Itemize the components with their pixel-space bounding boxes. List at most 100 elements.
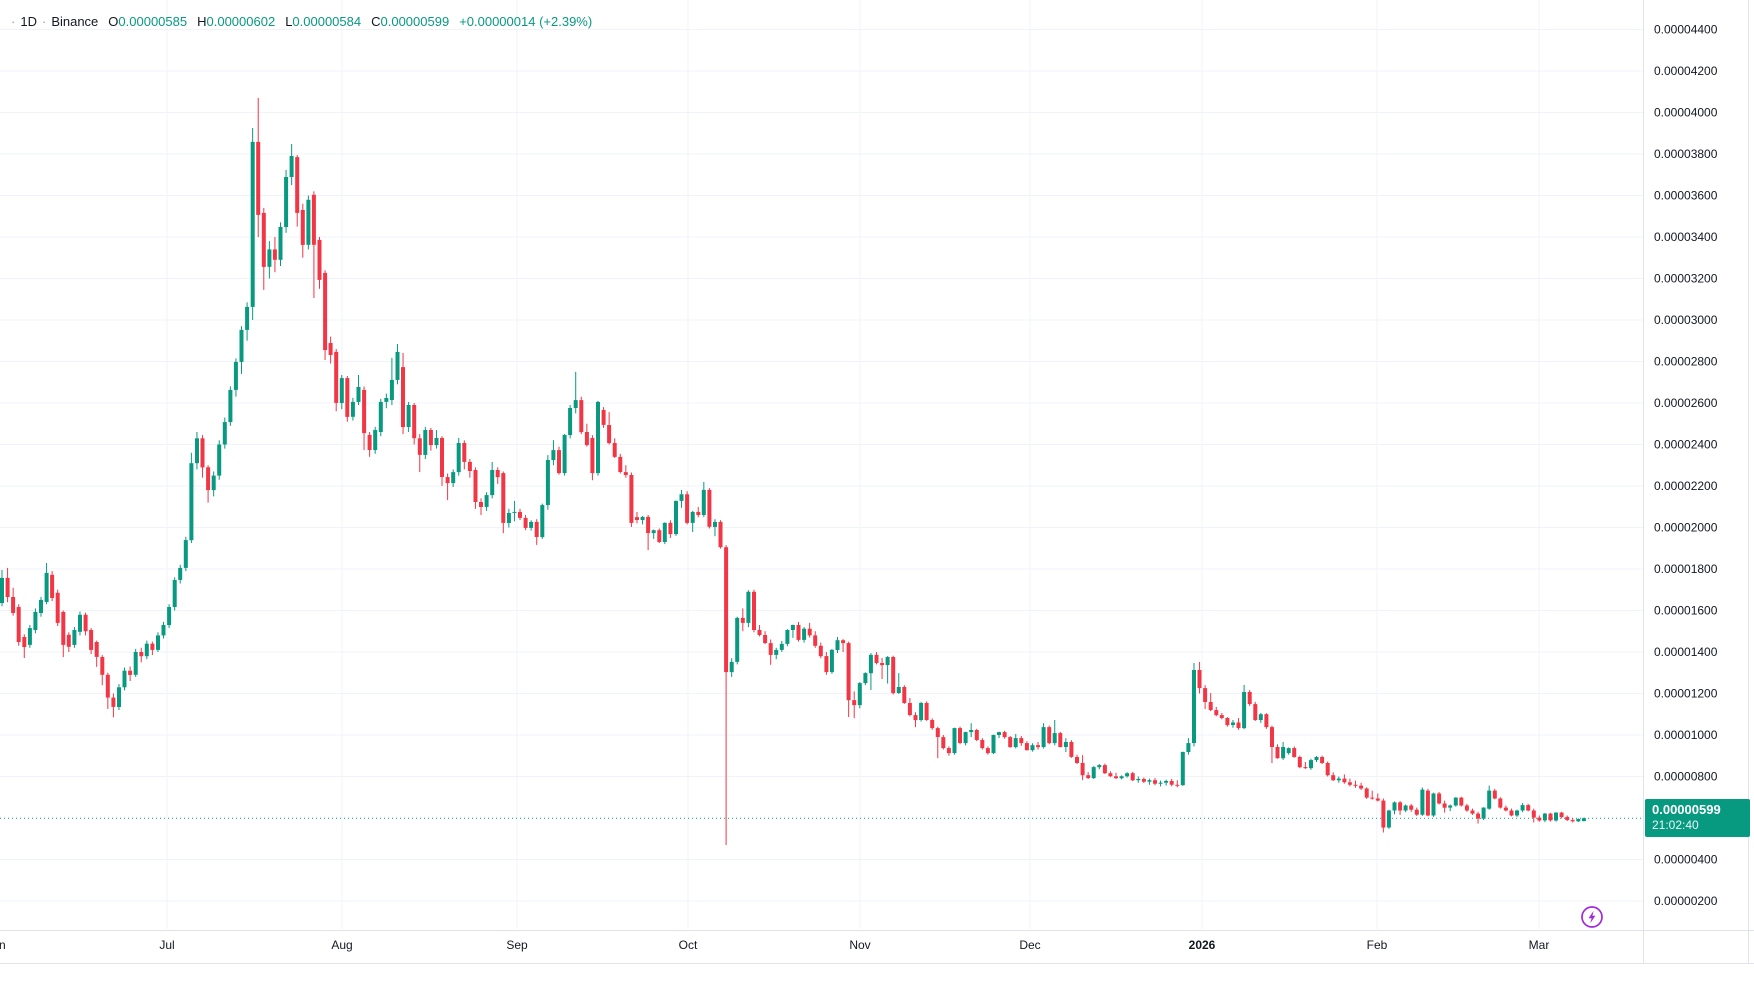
- candle-body: [1214, 710, 1219, 716]
- candle-body: [1565, 816, 1570, 820]
- candle-body: [239, 329, 244, 362]
- candle-body: [39, 599, 43, 613]
- candle-body: [1320, 757, 1325, 763]
- candle-body: [584, 432, 589, 446]
- time-tick-label: Jul: [159, 938, 174, 952]
- candle-body: [100, 657, 105, 675]
- candle-body: [1581, 818, 1586, 822]
- candle-body: [707, 489, 712, 527]
- candle-body: [1542, 813, 1547, 821]
- candle-body: [835, 640, 840, 650]
- candle-body: [757, 630, 762, 635]
- candle-body: [417, 438, 422, 455]
- candle-body: [1576, 819, 1581, 822]
- candle-body: [1425, 790, 1430, 816]
- candle-body: [813, 635, 818, 646]
- candle-body: [323, 272, 328, 351]
- candle-body: [802, 628, 807, 640]
- candle-body: [72, 630, 77, 645]
- candle-body: [807, 628, 812, 636]
- candle-body: [1292, 748, 1297, 757]
- candle-body: [1420, 789, 1425, 815]
- timeframe-label[interactable]: 1D: [20, 13, 37, 29]
- candle-body: [902, 687, 907, 703]
- candle-body: [518, 511, 522, 518]
- candle-body: [1019, 738, 1024, 744]
- candle-body: [557, 450, 561, 474]
- candle-body: [818, 645, 823, 657]
- candle-body: [456, 443, 461, 473]
- candle-body: [523, 517, 528, 528]
- time-tick-label: Nov: [849, 938, 870, 952]
- candle-body: [1476, 813, 1481, 819]
- candle-body: [1236, 722, 1241, 729]
- candle-body: [629, 475, 634, 523]
- candle-body: [105, 674, 110, 698]
- change-value: +0.00000014 (+2.39%): [459, 13, 593, 29]
- price-tick-label: 0.00002200: [1654, 479, 1718, 493]
- candle-body: [1375, 798, 1380, 801]
- candle-body: [1437, 793, 1442, 804]
- low-value: 0.00000584: [292, 13, 362, 29]
- exchange-label[interactable]: Binance: [51, 13, 99, 29]
- candle-body: [596, 401, 600, 474]
- candle-body: [930, 720, 935, 729]
- candle-body: [27, 628, 32, 645]
- candle-body: [952, 728, 957, 753]
- candle-body: [272, 249, 277, 260]
- candle-body: [891, 657, 896, 694]
- candle-body: [1247, 692, 1252, 704]
- candle-body: [1102, 765, 1107, 774]
- ohlc-high: H0.00000602: [197, 14, 275, 29]
- candle-body: [573, 400, 578, 408]
- candle-body: [44, 572, 49, 602]
- price-tick-label: 0.00001000: [1654, 728, 1718, 742]
- candle-body: [540, 505, 545, 538]
- candle-body: [206, 467, 211, 491]
- candle-body: [1559, 812, 1564, 817]
- candle-body: [11, 597, 16, 613]
- high-label: H: [197, 13, 207, 29]
- candle-body: [512, 511, 517, 513]
- candle-body: [545, 460, 550, 505]
- low-label: L: [285, 13, 293, 29]
- candle-body: [295, 157, 300, 213]
- price-tick-label: 0.00002800: [1654, 355, 1718, 369]
- candle-body: [128, 670, 133, 675]
- price-tick-label: 0.00000400: [1654, 853, 1718, 867]
- candle-body: [1208, 702, 1213, 711]
- candle-body: [339, 378, 344, 403]
- candle-body: [172, 580, 177, 607]
- high-value: 0.00000602: [206, 13, 276, 29]
- candle-body: [623, 472, 628, 475]
- candle-body: [1381, 800, 1386, 828]
- candle-body: [1526, 805, 1531, 811]
- candle-body: [5, 577, 10, 597]
- candle-body: [189, 463, 194, 541]
- candle-body: [635, 517, 639, 520]
- candle-body: [1069, 742, 1074, 757]
- candle-body: [640, 516, 645, 520]
- candle-body: [479, 502, 483, 507]
- candle-body: [1342, 778, 1347, 783]
- candle-body: [434, 438, 439, 446]
- candle-body: [590, 438, 595, 474]
- instant-trading-button[interactable]: [1579, 904, 1605, 930]
- candle-body: [1275, 747, 1280, 759]
- candle-body: [907, 703, 912, 715]
- candle-body: [1464, 805, 1469, 811]
- candle-body: [289, 156, 294, 177]
- candle-body: [924, 703, 929, 720]
- candle-body: [111, 697, 116, 707]
- candle-body: [1353, 784, 1358, 786]
- candle-body: [790, 625, 795, 630]
- candle-body: [1002, 732, 1007, 738]
- candle-body: [829, 649, 834, 673]
- candle-body: [857, 683, 862, 706]
- candle-body: [161, 625, 166, 636]
- candle-body: [880, 663, 885, 666]
- candle-body: [1309, 760, 1313, 769]
- candle-body: [601, 410, 606, 425]
- candle-body: [1392, 802, 1397, 811]
